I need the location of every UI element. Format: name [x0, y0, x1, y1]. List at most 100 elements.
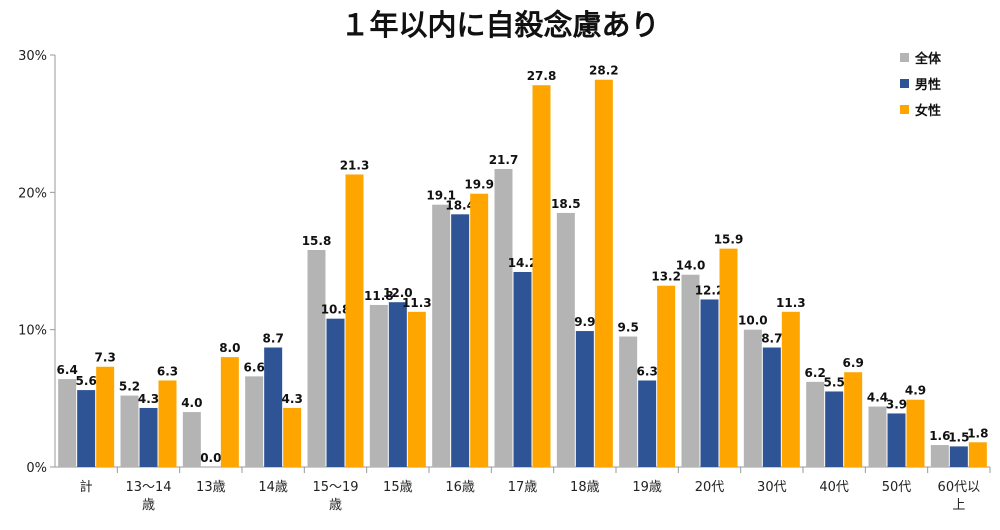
y-tick-label: 20%: [18, 186, 47, 201]
bar-男性: [825, 391, 844, 467]
data-label: 12.2: [695, 283, 725, 297]
bar-男性: [326, 318, 345, 467]
data-label: 4.0: [181, 396, 202, 410]
y-tick-label: 10%: [18, 324, 47, 339]
data-label: 14.0: [676, 259, 706, 273]
x-tick-label: 計: [79, 480, 93, 495]
data-label: 6.2: [805, 366, 826, 380]
data-label: 12.0: [383, 286, 413, 300]
data-label: 6.9: [843, 356, 864, 370]
data-label: 7.3: [95, 351, 116, 365]
x-tick-label: 16歳: [445, 480, 475, 495]
bar-男性: [575, 331, 594, 467]
data-label: 21.7: [489, 153, 519, 167]
data-label: 6.6: [244, 360, 265, 374]
legend-label: 全体: [915, 51, 942, 67]
bar-男性: [762, 347, 781, 467]
bar-全体: [681, 274, 700, 467]
x-tick-label: 13歳: [196, 480, 226, 495]
data-label: 11.3: [402, 296, 432, 310]
data-label: 5.2: [119, 380, 140, 394]
bar-男性: [77, 390, 96, 467]
data-label: 6.3: [637, 364, 658, 378]
x-tick-label: 60代以上: [937, 480, 981, 513]
bar-男性: [887, 413, 906, 467]
data-label: 9.9: [574, 315, 595, 329]
bar-男性: [949, 446, 968, 467]
bar-女性: [719, 248, 738, 467]
data-label: 5.5: [824, 375, 845, 389]
bar-全体: [58, 379, 77, 467]
data-label: 13.2: [651, 270, 681, 284]
data-label: 9.5: [618, 321, 639, 335]
data-label: 18.5: [551, 197, 581, 211]
bar-全体: [245, 376, 264, 467]
bar-全体: [369, 304, 388, 467]
data-label: 10.8: [321, 303, 351, 317]
y-tick-label: 0%: [26, 461, 47, 476]
bar-女性: [594, 79, 613, 467]
legend-swatch: [900, 78, 909, 88]
data-label: 21.3: [340, 158, 370, 172]
data-label: 19.1: [426, 189, 456, 203]
bar-全体: [930, 445, 949, 467]
bar-男性: [139, 407, 158, 467]
x-tick-label: 19歳: [632, 480, 662, 495]
data-label: 15.8: [302, 234, 332, 248]
x-tick-label: 18歳: [570, 480, 600, 495]
data-label: 1.8: [967, 426, 988, 440]
bar-全体: [494, 168, 513, 467]
legend-swatch: [900, 52, 909, 62]
legend-swatch: [900, 104, 909, 114]
x-tick-label: 15歳: [383, 480, 413, 495]
data-label: 10.0: [738, 314, 768, 328]
bar-全体: [868, 406, 887, 467]
x-tick-label: 13〜14歳: [125, 480, 172, 513]
legend-item: 男性: [900, 70, 941, 96]
data-label: 19.9: [464, 178, 494, 192]
bar-女性: [532, 85, 551, 468]
bar-全体: [307, 250, 326, 467]
data-label: 11.3: [776, 296, 806, 310]
data-label: 1.5: [948, 430, 969, 444]
legend-item: 女性: [900, 96, 941, 122]
x-tick-label: 14歳: [258, 480, 288, 495]
x-tick-label: 15〜19歳: [312, 480, 359, 513]
bar-女性: [781, 311, 800, 467]
x-tick-label: 30代: [757, 480, 787, 495]
data-label: 6.3: [157, 364, 178, 378]
bar-女性: [844, 372, 863, 467]
bar-男性: [388, 302, 407, 467]
data-label: 1.6: [929, 429, 950, 443]
legend: 全体男性女性: [900, 44, 941, 122]
bar-全体: [619, 336, 638, 467]
bar-女性: [220, 357, 239, 467]
bar-男性: [513, 271, 532, 467]
x-tick-label: 20代: [694, 480, 725, 495]
bar-女性: [906, 399, 925, 467]
data-label: 8.0: [219, 341, 240, 355]
data-label: 14.2: [508, 256, 538, 270]
bar-女性: [968, 442, 987, 467]
bar-女性: [470, 193, 489, 467]
data-label: 11.8: [364, 289, 394, 303]
bar-全体: [806, 381, 825, 467]
data-label: 8.7: [761, 332, 782, 346]
bar-女性: [158, 380, 177, 467]
x-tick-label: 17歳: [507, 480, 538, 495]
chart-title: １年以内に自殺念慮あり: [340, 8, 660, 42]
data-label: 27.8: [527, 69, 557, 83]
data-label: 6.4: [57, 363, 78, 377]
data-label: 4.3: [282, 392, 303, 406]
bar-女性: [657, 285, 676, 467]
legend-label: 男性: [915, 77, 942, 93]
bar-全体: [432, 204, 451, 467]
bar-男性: [638, 380, 657, 467]
bar-女性: [407, 311, 426, 467]
data-label: 4.9: [905, 384, 926, 398]
data-label: 18.4: [445, 198, 475, 212]
x-tick-label: 40代: [819, 480, 849, 495]
data-label: 28.2: [589, 64, 619, 78]
data-label: 4.4: [867, 391, 888, 405]
